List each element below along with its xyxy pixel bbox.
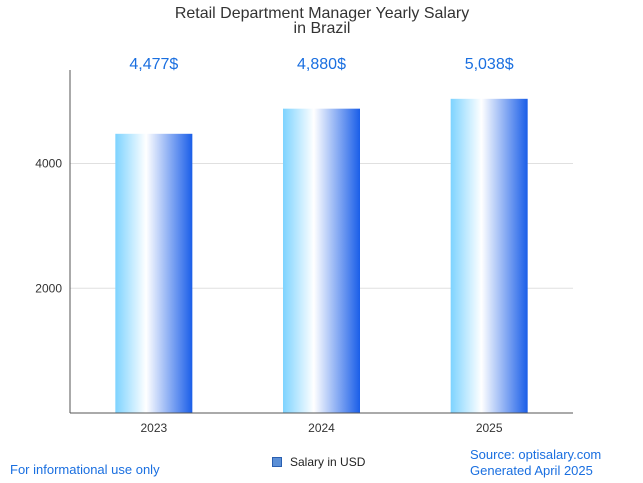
- chart-title-line-2: in Brazil: [294, 20, 351, 37]
- value-labels: 4,477$ 2023 4,880$ 2024 5,038$ 2025: [129, 56, 513, 435]
- source-block: Source: optisalary.com Generated April 2…: [470, 447, 601, 479]
- legend-label: Salary in USD: [290, 455, 366, 469]
- value-label-2025: 5,038$: [465, 56, 514, 73]
- x-tick-label: 2024: [308, 421, 335, 435]
- x-tick-label: 2023: [140, 421, 167, 435]
- axes: [69, 70, 573, 414]
- y-tick-label: 2000: [35, 281, 62, 295]
- generated-date: Generated April 2025: [470, 463, 593, 478]
- chart-title-line-1: Retail Department Manager Yearly Salary: [175, 5, 469, 22]
- value-label-2023: 4,477$: [129, 56, 178, 73]
- bars: [115, 98, 528, 413]
- source-link[interactable]: Source: optisalary.com: [470, 447, 602, 462]
- legend: Salary in USD: [272, 455, 365, 469]
- x-tick-label: 2025: [476, 421, 503, 435]
- bar-2025: [450, 98, 528, 413]
- disclaimer-text: For informational use only: [10, 462, 160, 477]
- value-label-2024: 4,880$: [297, 56, 346, 73]
- bar-2024: [283, 108, 360, 413]
- bar-2023: [115, 133, 193, 413]
- legend-swatch: [272, 457, 282, 467]
- y-tick-label: 4000: [35, 157, 62, 171]
